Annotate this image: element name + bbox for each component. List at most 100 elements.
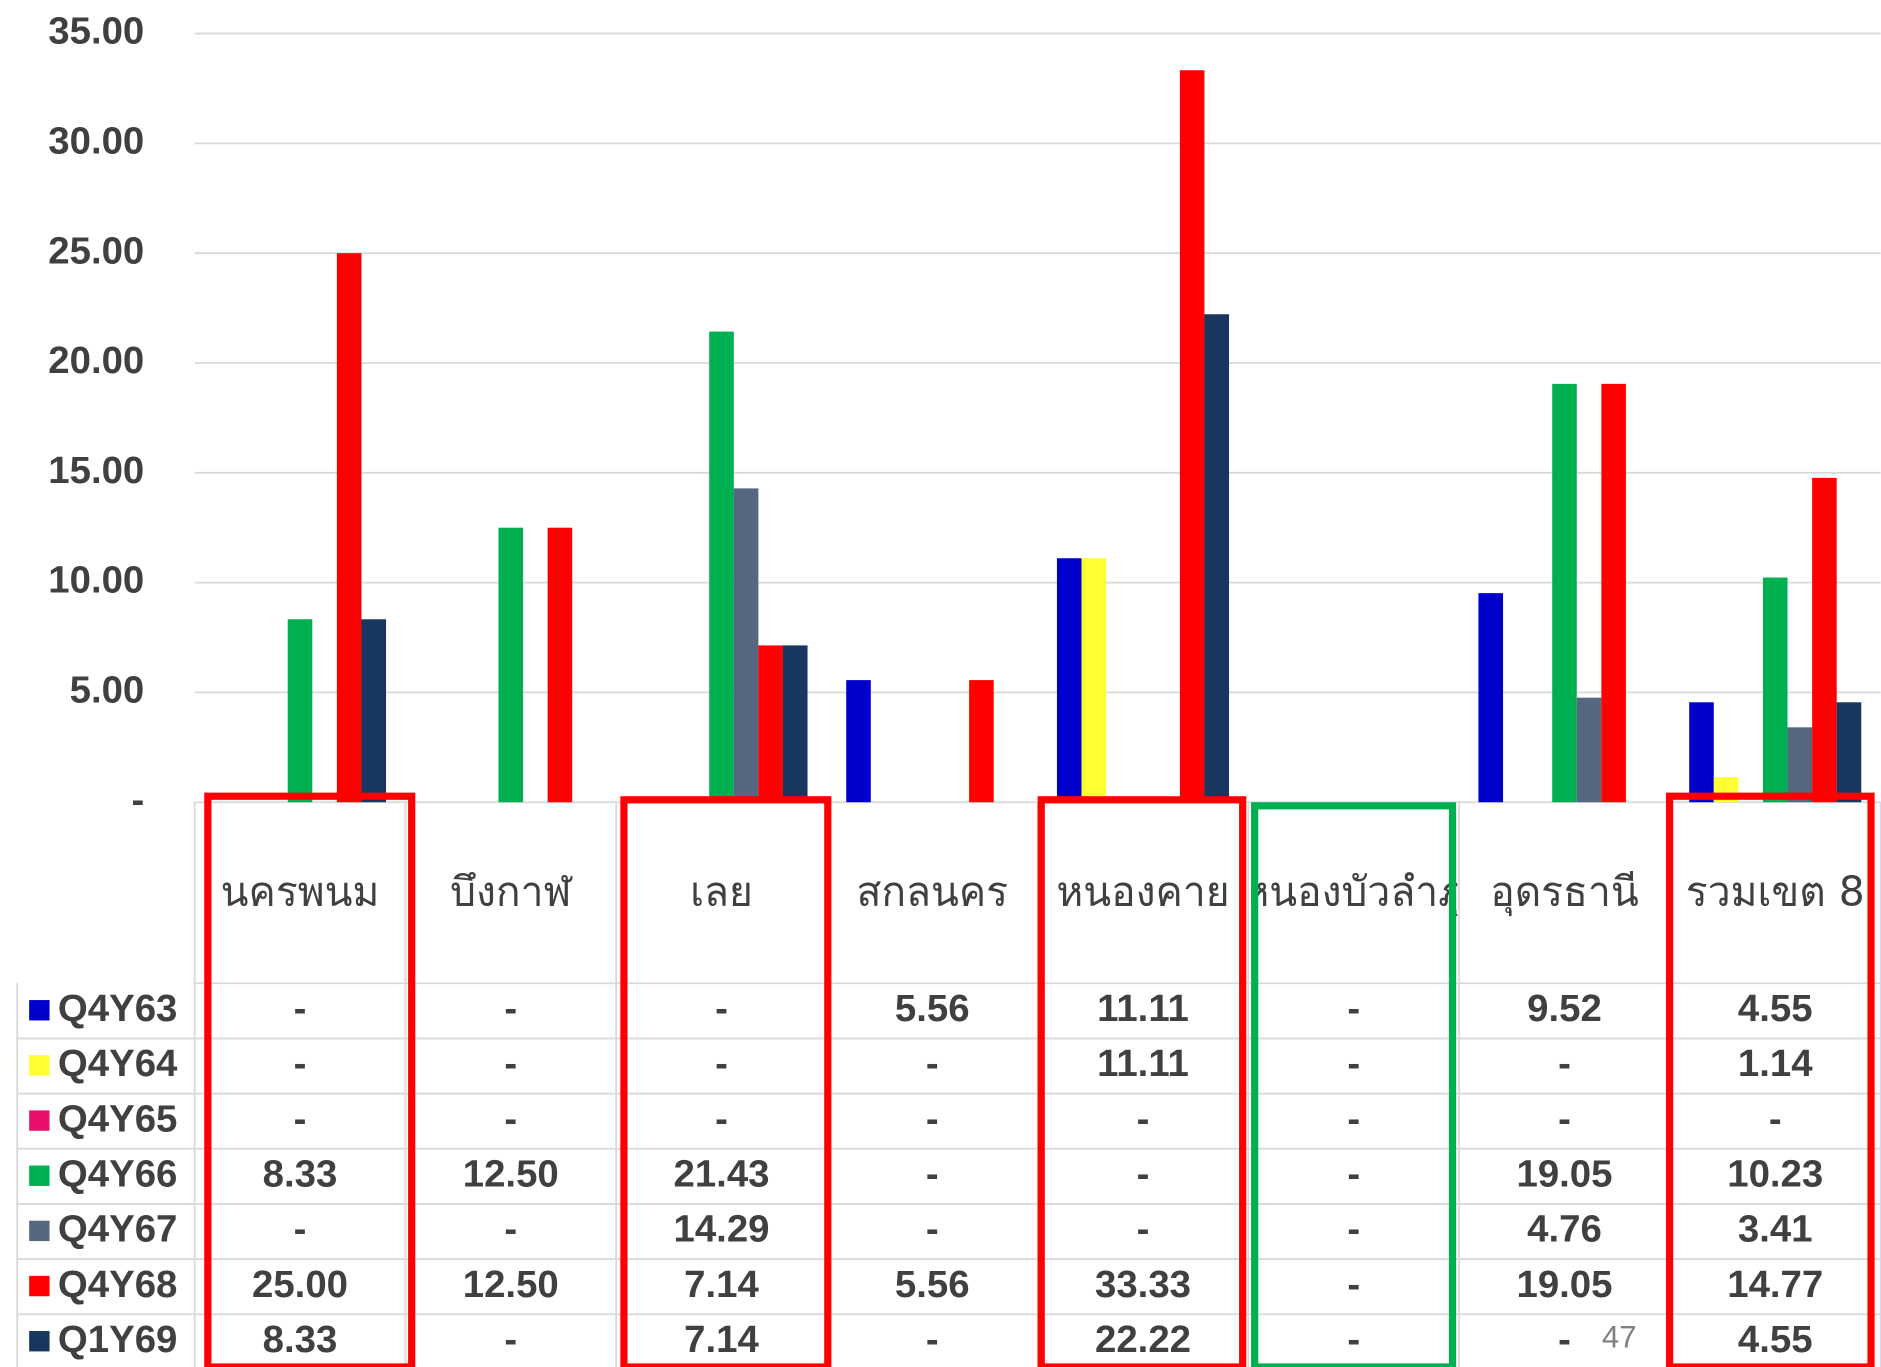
legend-swatch	[29, 1165, 50, 1186]
x-tick-label: หนองคาย	[1056, 867, 1230, 916]
x-tick-label: รวมเขต 8	[1685, 867, 1865, 916]
data-label: -	[294, 1042, 307, 1085]
data-table: นครพนม บึงกาฬ เลย สกลนคร หนองคาย หนองบัวลำภู อ…	[16, 802, 1881, 1367]
data-label: -	[1347, 1042, 1360, 1085]
category-cell: บึงกาฬ	[450, 868, 571, 916]
bar	[709, 331, 734, 803]
category-cell: สกลนคร	[856, 867, 1009, 916]
bar	[1179, 70, 1205, 803]
data-label: 5.56	[895, 987, 970, 1030]
data-label: -	[715, 987, 728, 1030]
category-cell: นครพนม	[220, 867, 380, 916]
category-cell: รวมเขต 8	[1685, 867, 1865, 916]
data-label: -	[504, 1097, 517, 1140]
bar	[1478, 593, 1504, 803]
bar	[1689, 702, 1714, 803]
legend-swatch	[29, 1000, 50, 1021]
data-label: 12.50	[463, 1152, 559, 1195]
data-label: 33.33	[1095, 1263, 1191, 1306]
bar	[498, 527, 524, 803]
data-label: -	[294, 1208, 307, 1251]
y-tick-label: 10.00	[48, 559, 144, 602]
data-label: 12.50	[463, 1263, 559, 1306]
data-label: 10.23	[1727, 1152, 1823, 1195]
data-label: 21.43	[674, 1152, 770, 1195]
data-label: -	[1347, 1152, 1360, 1195]
bar	[1762, 577, 1788, 803]
data-label: -	[294, 987, 307, 1030]
x-tick-label: นครพนม	[220, 867, 380, 916]
data-label: -	[504, 1318, 517, 1361]
legend-swatch	[29, 1055, 50, 1076]
data-label: 11.11	[1097, 1042, 1189, 1085]
data-label: -	[1347, 1208, 1360, 1251]
bar	[336, 253, 362, 803]
x-tick-label: หนองบัวลำภู	[1250, 867, 1457, 916]
page-number: 47	[1602, 1320, 1637, 1355]
legend-swatch	[29, 1331, 50, 1352]
data-label: 14.77	[1727, 1263, 1823, 1306]
y-tick-label: 15.00	[48, 449, 144, 492]
data-label: 25.00	[252, 1263, 348, 1306]
category-cell: เลย	[690, 868, 753, 916]
y-tick-label: 20.00	[48, 339, 144, 382]
y-tick-label: 35.00	[48, 10, 144, 53]
data-label: -	[1347, 1097, 1360, 1140]
legend-swatch	[29, 1110, 50, 1131]
data-label: 3.41	[1738, 1208, 1813, 1251]
data-label: 7.14	[684, 1318, 759, 1361]
data-label: 11.11	[1097, 987, 1189, 1030]
data-label: 19.05	[1516, 1152, 1612, 1195]
data-label: 14.29	[674, 1208, 770, 1251]
data-label: -	[504, 987, 517, 1030]
data-label: -	[1558, 1097, 1571, 1140]
data-label: -	[1137, 1097, 1150, 1140]
legend-label: Q4Y64	[58, 1042, 178, 1085]
bar	[1601, 383, 1626, 803]
bar	[1576, 697, 1602, 803]
data-label: -	[926, 1152, 939, 1195]
bar	[287, 619, 313, 803]
x-tick-label: อุดรธานี	[1490, 867, 1639, 916]
bar	[758, 645, 783, 803]
bar	[547, 527, 573, 803]
data-label: 8.33	[263, 1152, 338, 1195]
data-label: -	[1137, 1208, 1150, 1251]
legend-label: Q4Y68	[58, 1263, 177, 1306]
data-label: -	[1347, 1318, 1360, 1361]
category-cell: อุดรธานี	[1490, 867, 1639, 916]
legend-label: Q4Y65	[58, 1097, 177, 1140]
data-label: -	[1347, 987, 1360, 1030]
category-cell: หนองบัวลำภู	[1250, 867, 1457, 916]
y-tick-label: -	[132, 778, 145, 821]
y-tick-label: 30.00	[48, 120, 144, 163]
bar	[733, 488, 759, 803]
data-label: -	[294, 1097, 307, 1140]
highlight-box	[620, 796, 832, 1367]
bar	[361, 619, 387, 803]
bar	[1836, 702, 1862, 803]
data-label: 9.52	[1527, 987, 1602, 1030]
data-label: -	[926, 1097, 939, 1140]
highlight-box	[204, 792, 416, 1367]
data-label: -	[715, 1042, 728, 1085]
data-label: 4.55	[1738, 1318, 1813, 1361]
bar	[1552, 383, 1577, 803]
data-label: 4.55	[1738, 987, 1813, 1030]
data-label: 22.22	[1095, 1318, 1191, 1361]
bar	[1056, 558, 1082, 803]
data-label: -	[715, 1097, 728, 1140]
bar	[846, 680, 871, 803]
y-tick-label: 5.00	[70, 669, 145, 712]
data-label: -	[1558, 1042, 1571, 1085]
legend-label: Q4Y67	[58, 1208, 177, 1251]
data-label: 8.33	[263, 1318, 338, 1361]
highlight-box	[1665, 792, 1875, 1367]
x-tick-label: สกลนคร	[856, 867, 1009, 916]
y-tick-label: 25.00	[48, 229, 144, 272]
legend-swatch	[29, 1220, 50, 1242]
bar-layer	[287, 70, 1862, 803]
highlight-boxes	[204, 792, 1875, 1367]
data-label: -	[1769, 1097, 1782, 1140]
